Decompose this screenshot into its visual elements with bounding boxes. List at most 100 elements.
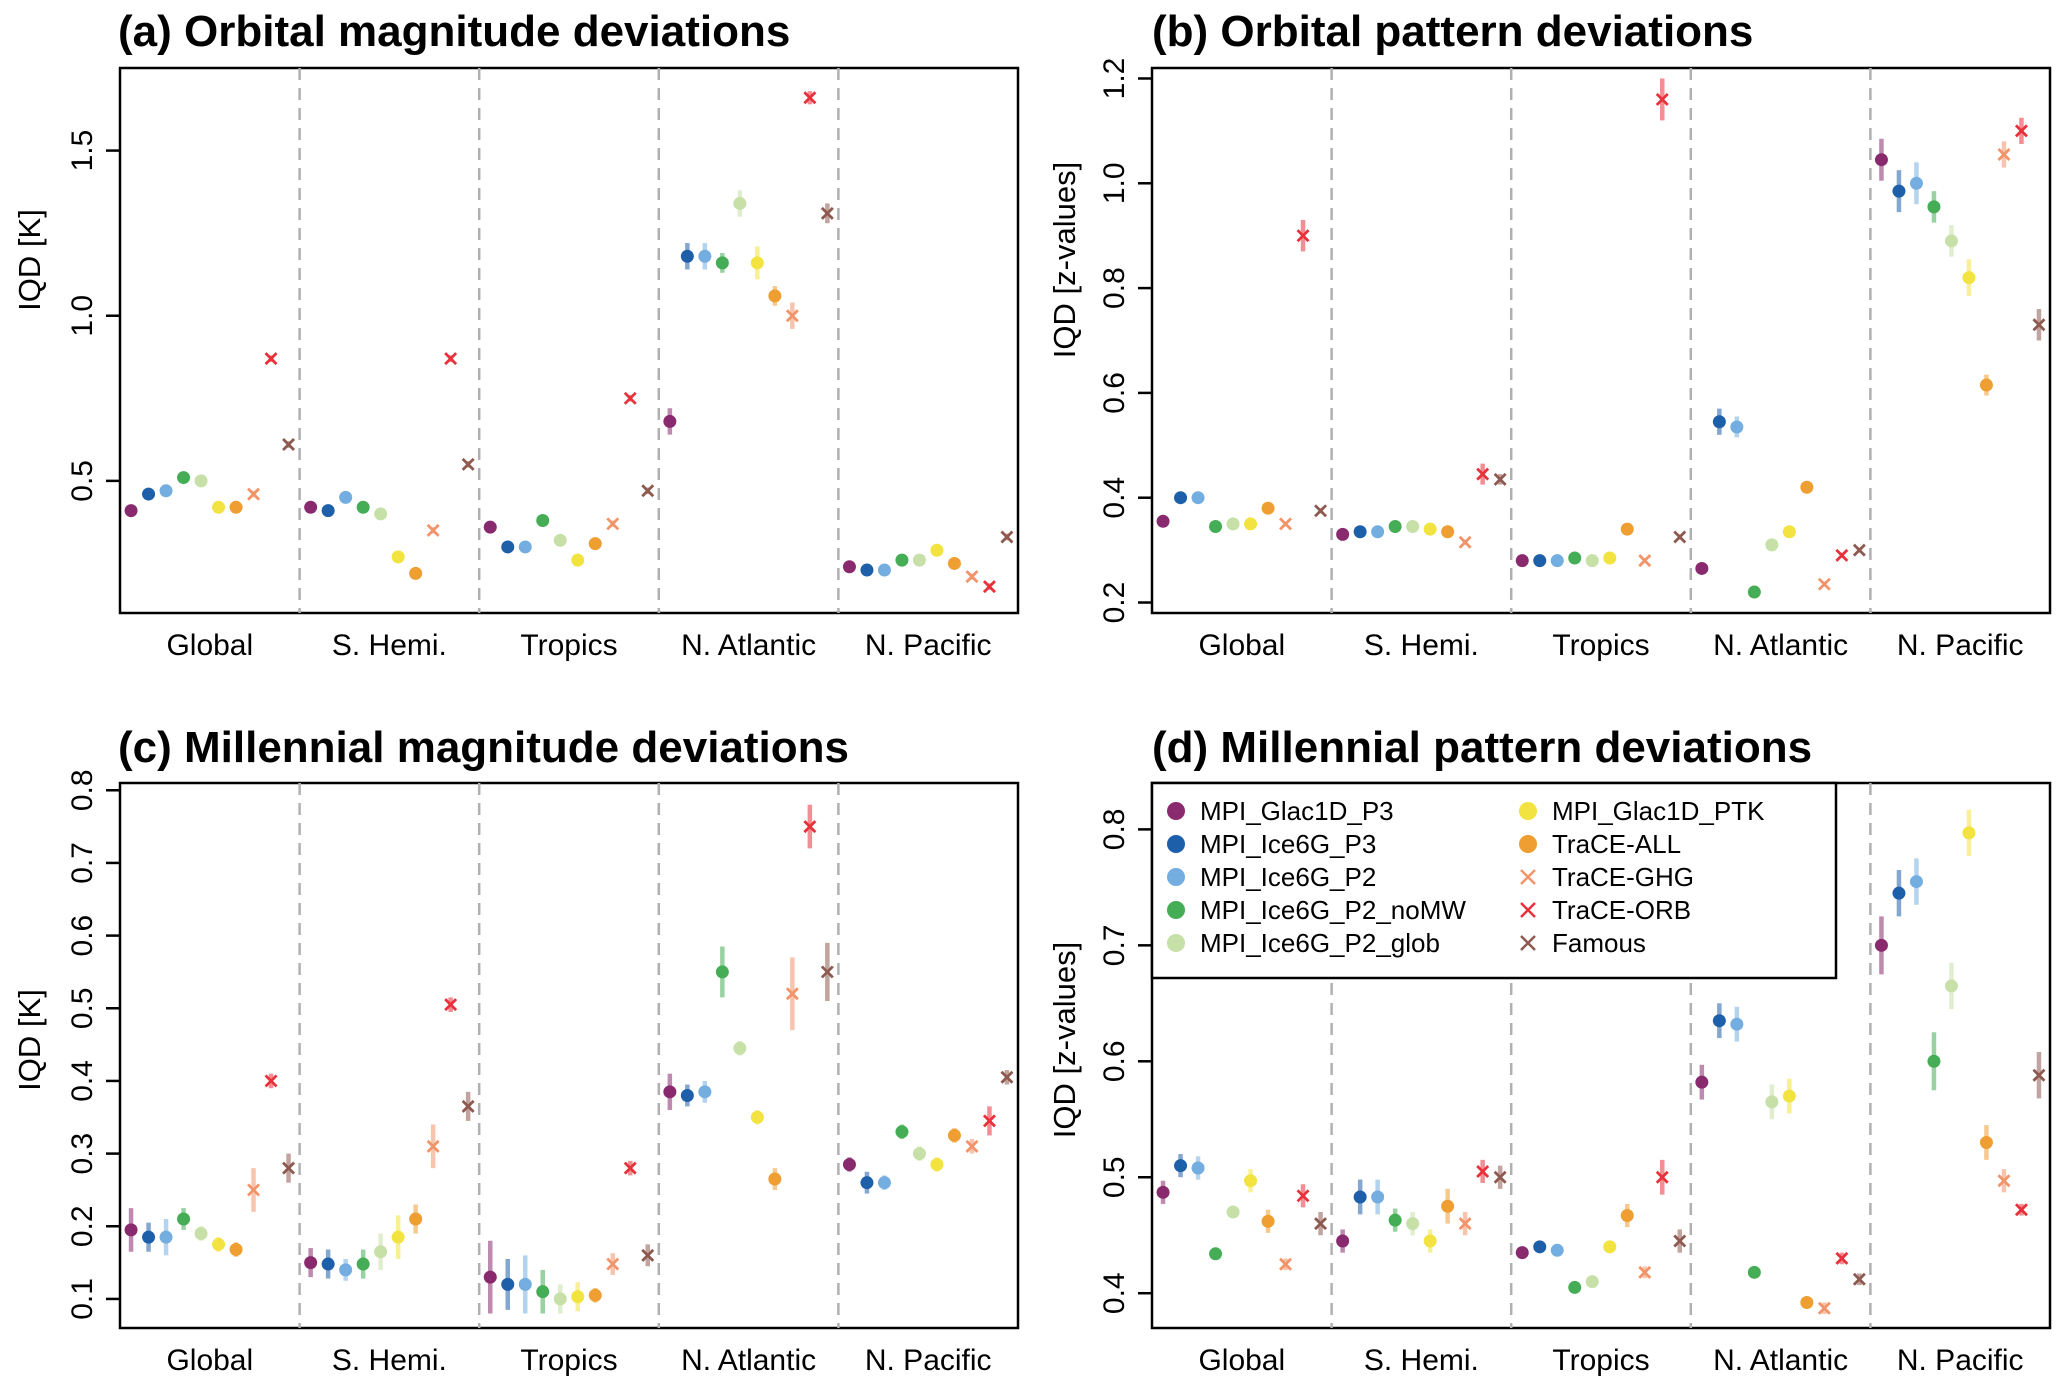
legend-cross-marker [1520, 935, 1536, 951]
data-point-trace-ghg-global [1279, 517, 1293, 531]
dot-marker [1191, 491, 1205, 505]
dot-marker [1800, 1295, 1814, 1309]
dot-marker [663, 1085, 677, 1099]
dot-marker [1747, 585, 1761, 599]
data-point-famous-s-hemi [461, 1091, 475, 1121]
data-point-mpi-ice6g-p2-n-pacific [877, 563, 891, 577]
legend-label: MPI_Glac1D_P3 [1200, 796, 1394, 826]
data-point-mpi-ice6g-p3-global [1174, 1154, 1188, 1178]
cross-marker [444, 352, 458, 366]
dot-marker [1371, 1190, 1385, 1204]
data-point-mpi-ice6g-p2-glob-n-atlantic [733, 190, 747, 217]
panel-d-ytick-label: 0.6 [1098, 1040, 1131, 1082]
dot-marker [374, 507, 388, 521]
cross-marker [1638, 554, 1652, 568]
cross-marker [1673, 1234, 1687, 1248]
data-point-mpi-ice6g-p2-glob-tropics [553, 1284, 567, 1314]
cross-marker [965, 570, 979, 584]
data-point-famous-tropics [1673, 1229, 1687, 1253]
cross-marker [785, 987, 799, 1001]
cross-marker [1279, 1257, 1293, 1271]
panel-b-ylabel: IQD [z-values] [1047, 162, 1082, 358]
data-point-trace-orb-tropics [1655, 1159, 1669, 1195]
data-point-trace-all-tropics [1620, 1203, 1634, 1228]
data-point-mpi-ice6g-p2-nomw-tropics [1568, 1280, 1582, 1294]
data-point-trace-all-tropics [588, 1288, 602, 1303]
panel-a-ylabel: IQD [K] [12, 209, 47, 311]
dot-marker [1226, 517, 1240, 531]
dot-marker [733, 1041, 747, 1055]
dot-marker [1874, 938, 1888, 952]
data-point-famous-global [1314, 504, 1328, 518]
data-point-mpi-glac1d-p3-n-pacific [842, 560, 856, 574]
data-point-mpi-ice6g-p3-s-hemi [1353, 1179, 1367, 1215]
cross-marker [623, 391, 637, 405]
data-point-famous-global [1314, 1212, 1328, 1236]
panel-c-category-label: Global [166, 1344, 253, 1377]
data-point-mpi-ice6g-p3-n-pacific [860, 563, 874, 577]
data-point-famous-global [282, 1153, 296, 1183]
data-point-mpi-ice6g-p3-global [142, 487, 156, 501]
dot-marker [518, 1277, 532, 1291]
data-point-mpi-glac1d-ptk-n-atlantic [1782, 525, 1796, 539]
data-point-trace-all-tropics [1620, 522, 1634, 536]
data-point-mpi-ice6g-p2-n-pacific [1909, 162, 1923, 205]
legend-dot-marker [1167, 802, 1185, 820]
cross-marker [247, 487, 261, 501]
data-point-mpi-ice6g-p2-nomw-n-atlantic [715, 252, 729, 273]
legend-label: TraCE-ALL [1552, 829, 1681, 859]
panel-d-ytick-label: 0.7 [1098, 924, 1131, 966]
data-point-trace-orb-n-pacific [2014, 117, 2028, 144]
data-point-trace-ghg-global [247, 1168, 261, 1212]
data-point-famous-tropics [641, 484, 655, 498]
data-point-famous-tropics [1673, 530, 1687, 544]
dot-marker [501, 1277, 515, 1291]
dot-marker [947, 1128, 961, 1142]
data-point-mpi-ice6g-p3-s-hemi [321, 1249, 335, 1279]
dot-marker [1156, 1185, 1170, 1199]
dot-marker [1550, 1243, 1564, 1257]
dot-marker [194, 474, 208, 488]
dot-marker [536, 1285, 550, 1299]
legend-entry-mpi-ice6g-p3: MPI_Ice6G_P3 [1167, 829, 1376, 859]
cross-marker [1817, 1301, 1831, 1315]
data-point-mpi-ice6g-p2-nomw-n-pacific [1927, 191, 1941, 223]
dot-marker [1209, 1247, 1223, 1261]
data-point-trace-all-n-atlantic [768, 1168, 782, 1190]
dot-marker [1533, 1240, 1547, 1254]
data-point-trace-ghg-s-hemi [1458, 1212, 1472, 1236]
legend-entry-mpi-ice6g-p2-nomw: MPI_Ice6G_P2_noMW [1167, 895, 1466, 925]
dot-marker [212, 500, 226, 514]
data-point-mpi-glac1d-p3-tropics [1515, 554, 1529, 568]
data-point-mpi-glac1d-ptk-n-pacific [1962, 259, 1976, 296]
cross-marker [1835, 1251, 1849, 1265]
cross-marker [1673, 530, 1687, 544]
legend-dot-marker [1167, 934, 1185, 952]
dot-marker [860, 1176, 874, 1190]
dot-marker [1620, 522, 1634, 536]
legend-entry-famous: Famous [1520, 928, 1646, 958]
data-point-mpi-ice6g-p2-glob-s-hemi [374, 507, 388, 521]
cross-marker [1279, 517, 1293, 531]
dot-marker [1585, 1275, 1599, 1289]
data-point-mpi-glac1d-p3-n-atlantic [663, 408, 677, 435]
data-point-mpi-ice6g-p2-nomw-tropics [536, 514, 550, 528]
data-point-trace-ghg-n-atlantic [1817, 1301, 1831, 1315]
panel-c-category-label: S. Hemi. [332, 1344, 447, 1377]
dot-marker [304, 1256, 318, 1270]
data-point-mpi-ice6g-p2-n-pacific [877, 1175, 891, 1190]
data-point-trace-all-s-hemi [1441, 525, 1455, 539]
cross-marker [1458, 535, 1472, 549]
dot-marker [588, 537, 602, 551]
data-point-mpi-glac1d-p3-global [1156, 514, 1170, 528]
data-point-trace-orb-n-atlantic [803, 804, 817, 849]
data-point-mpi-glac1d-ptk-s-hemi [1423, 522, 1437, 536]
dot-marker [1765, 538, 1779, 552]
data-point-mpi-ice6g-p2-s-hemi [339, 490, 353, 504]
data-point-mpi-glac1d-ptk-n-pacific [930, 1157, 944, 1172]
data-point-mpi-glac1d-ptk-global [212, 1237, 226, 1252]
dot-marker [483, 520, 497, 534]
dot-marker [1962, 826, 1976, 840]
panel-c: (c) Millennial magnitude deviations IQD … [12, 723, 1020, 1377]
data-point-mpi-ice6g-p2-nomw-n-pacific [1927, 1032, 1941, 1091]
